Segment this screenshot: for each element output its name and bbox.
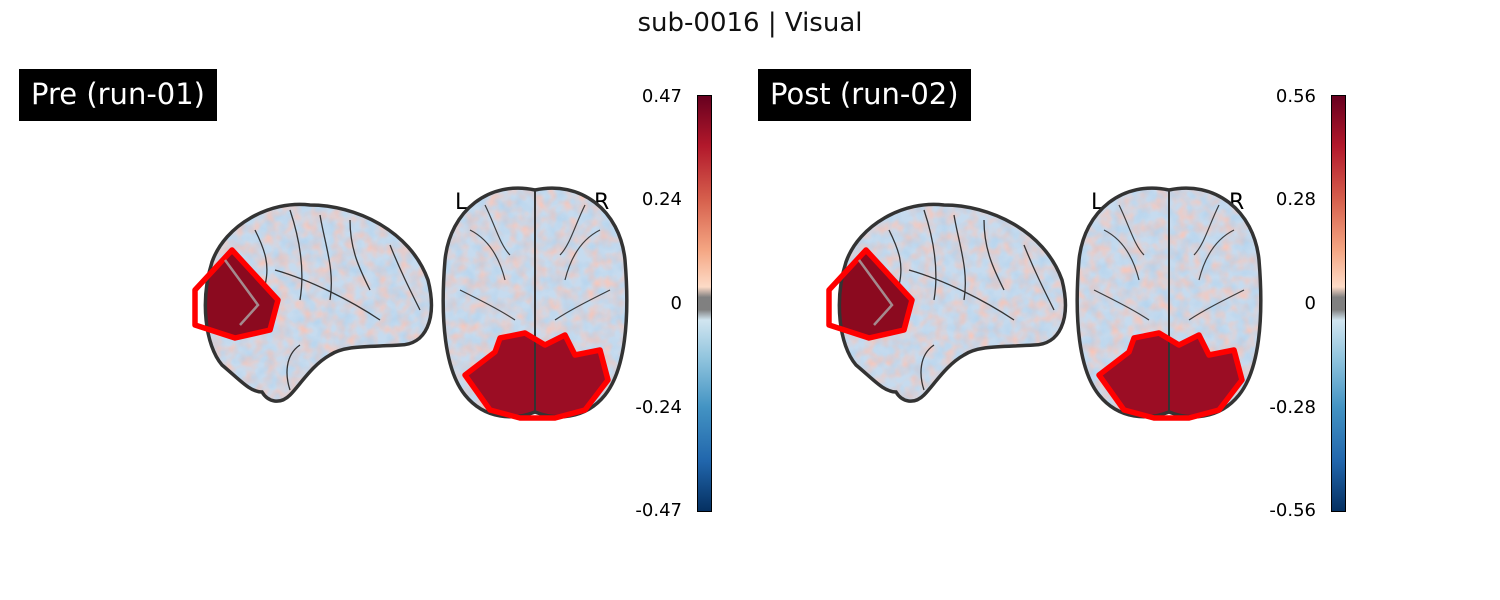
colorbar-tick: 0 <box>1304 293 1316 314</box>
panel-label-post: Post (run-02) <box>758 69 971 121</box>
colorbar-tick: 0 <box>670 293 682 314</box>
axial-view-pre <box>441 186 629 421</box>
colorbar-pre <box>697 95 712 512</box>
colorbar-tick: 0.47 <box>641 86 682 107</box>
panel-label-pre: Pre (run-01) <box>19 69 217 121</box>
colorbar-tick: 0.24 <box>641 189 682 210</box>
colorbar-tick: -0.56 <box>1269 500 1316 521</box>
colorbar-tick: 0.28 <box>1275 189 1316 210</box>
colorbar-tick: 0.56 <box>1275 86 1316 107</box>
colorbar-post <box>1331 95 1346 512</box>
orientation-left-pre: L <box>455 190 468 215</box>
colorbar-tick: -0.47 <box>635 500 682 521</box>
figure-title: sub-0016 | Visual <box>637 8 863 38</box>
sagittal-view-pre <box>192 202 434 403</box>
axial-view-post <box>1075 186 1263 421</box>
sagittal-view-post <box>826 202 1068 403</box>
colorbar-tick: -0.28 <box>1269 397 1316 418</box>
colorbar-tick: -0.24 <box>635 397 682 418</box>
